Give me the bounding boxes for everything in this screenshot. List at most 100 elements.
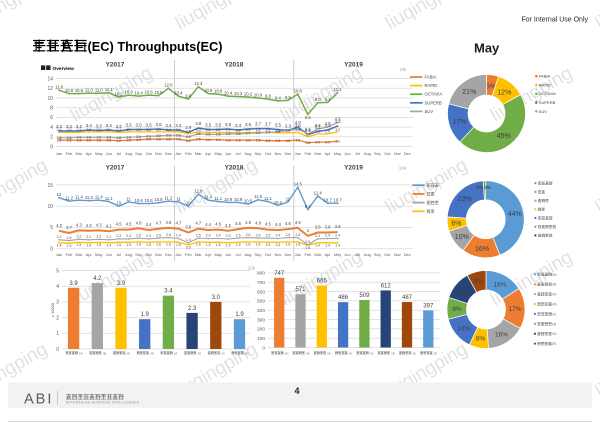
svg-text:1.5: 1.5 (176, 243, 181, 247)
svg-text:Feb: Feb (304, 151, 311, 156)
svg-text:DN: DN (79, 351, 83, 355)
svg-text:2.6: 2.6 (315, 130, 320, 134)
svg-text:4.6: 4.6 (235, 221, 241, 226)
svg-text:HD: HD (126, 351, 130, 355)
svg-text:6: 6 (50, 115, 53, 121)
svg-text:10k: 10k (399, 67, 407, 72)
svg-text:liuqingping: liuqingping (592, 0, 600, 34)
svg-text:1.9: 1.9 (86, 136, 91, 140)
svg-text:1.5: 1.5 (146, 243, 151, 247)
svg-text:Apr: Apr (86, 252, 93, 257)
svg-text:Aug: Aug (364, 252, 371, 257)
svg-text:2.6: 2.6 (236, 132, 241, 136)
svg-text:2.6: 2.6 (246, 233, 251, 237)
svg-text:2.6: 2.6 (186, 130, 191, 134)
svg-text:4.0: 4.0 (295, 120, 302, 125)
svg-text:12%: 12% (497, 89, 511, 96)
svg-text:0: 0 (50, 144, 53, 150)
svg-text:10.6: 10.6 (145, 90, 154, 95)
svg-text:1.4: 1.4 (325, 244, 330, 248)
svg-text:1.1: 1.1 (335, 140, 340, 144)
svg-text:OCTAVIA: OCTAVIA (425, 92, 443, 97)
svg-text:10.8: 10.8 (154, 197, 163, 202)
svg-text:1.5: 1.5 (176, 138, 181, 142)
svg-text:0: 0 (262, 345, 265, 351)
svg-text:1.5: 1.5 (146, 138, 151, 142)
svg-text:3.0: 3.0 (166, 128, 171, 132)
svg-text:2.9: 2.9 (265, 131, 270, 135)
svg-text:0.9: 0.9 (315, 141, 320, 145)
svg-text:486: 486 (338, 295, 349, 301)
svg-text:HN: HN (349, 351, 353, 355)
svg-text:14.5: 14.5 (294, 182, 303, 187)
svg-text:4.8: 4.8 (255, 220, 261, 225)
svg-text:14%: 14% (457, 325, 470, 332)
svg-text:2.0: 2.0 (186, 135, 191, 139)
svg-text:11.1: 11.1 (214, 196, 223, 201)
svg-text:4.1: 4.1 (106, 223, 112, 228)
svg-text:3.3: 3.3 (96, 123, 103, 128)
svg-text:1.5: 1.5 (265, 243, 270, 247)
svg-text:3: 3 (56, 300, 59, 306)
svg-text:3.7: 3.7 (265, 121, 272, 126)
svg-text:1.3: 1.3 (106, 139, 111, 143)
svg-text:SUPERB: SUPERB (425, 100, 442, 105)
svg-text:800: 800 (257, 271, 265, 277)
svg-text:May: May (474, 41, 500, 56)
svg-text:1: 1 (56, 331, 59, 337)
svg-text:Mar: Mar (314, 252, 321, 257)
svg-text:2.6: 2.6 (305, 128, 311, 133)
svg-text:1.6: 1.6 (196, 243, 201, 247)
svg-text:Nov: Nov (155, 151, 162, 156)
svg-text:4.8: 4.8 (136, 220, 142, 225)
svg-text:1.4: 1.4 (315, 244, 320, 248)
svg-text:4.7: 4.7 (195, 221, 201, 226)
svg-text:SUV: SUV (539, 109, 548, 114)
svg-text:11.0: 11.0 (85, 88, 94, 93)
svg-text:(EC) Throughputs(EC): (EC) Throughputs(EC) (88, 39, 223, 54)
svg-text:12: 12 (47, 86, 53, 92)
svg-text:Apr: Apr (325, 151, 332, 156)
svg-text:Nov: Nov (394, 252, 401, 257)
svg-text:3.6: 3.6 (315, 123, 321, 128)
svg-text:Oct: Oct (265, 151, 272, 156)
svg-text:8%: 8% (476, 335, 486, 342)
svg-text:3.5: 3.5 (275, 122, 282, 127)
svg-text:2.0: 2.0 (136, 135, 141, 139)
svg-text:4.4: 4.4 (205, 222, 211, 227)
svg-text:Jun: Jun (344, 252, 350, 257)
svg-text:2.7: 2.7 (246, 132, 251, 136)
svg-text:11.2: 11.2 (164, 196, 173, 201)
svg-text:10.6: 10.6 (125, 90, 134, 95)
svg-text:2.5: 2.5 (196, 233, 201, 237)
svg-text:1.9: 1.9 (96, 136, 101, 140)
svg-text:Feb: Feb (66, 151, 73, 156)
svg-text:XN: XN (221, 351, 225, 355)
svg-text:Mar: Mar (76, 151, 83, 156)
svg-text:Y2017: Y2017 (106, 165, 125, 172)
svg-text:12.3: 12.3 (194, 81, 203, 86)
svg-text:Sep: Sep (374, 252, 381, 257)
svg-text:Jun: Jun (225, 252, 231, 257)
svg-text:2.9: 2.9 (246, 128, 251, 132)
svg-text:1.6: 1.6 (166, 243, 171, 247)
svg-text:May: May (334, 252, 341, 257)
svg-text:1.8: 1.8 (116, 136, 121, 140)
svg-text:11.2: 11.2 (65, 196, 74, 201)
svg-text:liuqingping: liuqingping (172, 0, 261, 34)
svg-text:2.4: 2.4 (275, 234, 280, 238)
svg-text:1.3: 1.3 (295, 139, 300, 143)
svg-text:11: 11 (286, 196, 291, 201)
svg-text:4.3: 4.3 (76, 222, 82, 227)
svg-text:397: 397 (423, 304, 434, 310)
svg-text:3.0: 3.0 (196, 128, 201, 132)
svg-text:x 10000: x 10000 (50, 302, 55, 317)
svg-text:liuqingping: liuqingping (0, 0, 51, 34)
svg-text:2.6: 2.6 (285, 233, 290, 237)
svg-text:2.9: 2.9 (226, 128, 231, 132)
svg-text:Nov: Nov (274, 252, 281, 257)
svg-text:2.3: 2.3 (176, 134, 181, 138)
svg-text:2.1: 2.1 (86, 235, 91, 239)
svg-text:Aug: Aug (125, 252, 132, 257)
svg-text:3.3: 3.3 (285, 123, 292, 128)
